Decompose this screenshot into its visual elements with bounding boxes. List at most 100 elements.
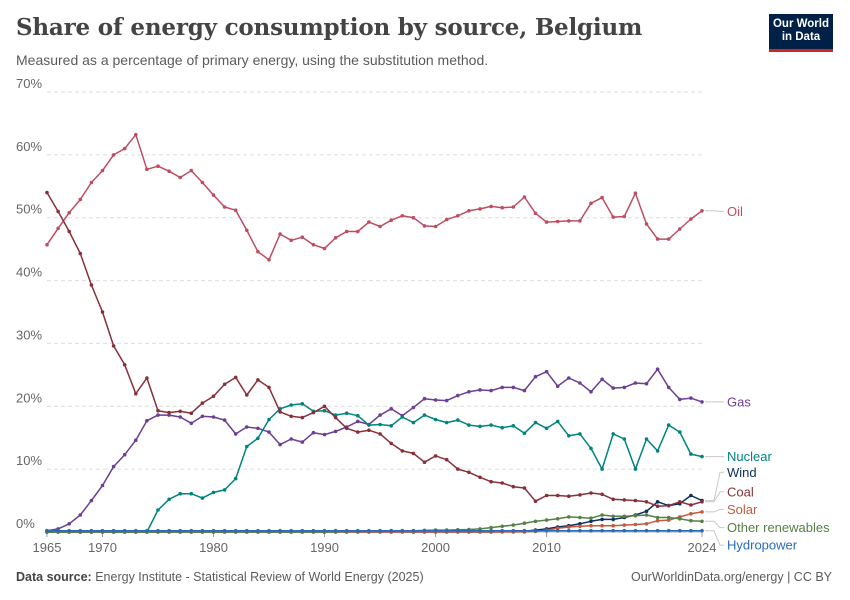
hydropower-point[interactable] [389,528,394,533]
wind-label[interactable]: Wind [727,465,757,480]
coal-point[interactable] [167,410,171,415]
oil-point[interactable] [422,224,427,228]
oil-point[interactable] [111,153,116,157]
oil-point[interactable] [211,193,216,197]
nuclear-point[interactable] [511,424,516,428]
hydropower-point[interactable] [533,528,538,533]
gas-point[interactable] [689,396,693,400]
nuclear-point[interactable] [544,426,549,431]
solar-point[interactable] [633,522,638,527]
gas-point[interactable] [644,381,649,386]
oil-point[interactable] [289,238,294,243]
hydropower-point[interactable] [122,528,127,533]
coal-point[interactable] [689,503,693,507]
hydropower-label[interactable]: Hydropower [727,538,798,553]
oil-point[interactable] [511,205,516,209]
oil-point[interactable] [245,228,249,233]
other-renewables-point[interactable] [611,514,615,519]
nuclear-point[interactable] [655,449,660,453]
nuclear-point[interactable] [389,424,394,428]
nuclear-point[interactable] [211,490,216,495]
coal-point[interactable] [644,500,649,504]
wind-point[interactable] [578,522,582,526]
oil-point[interactable] [689,217,693,221]
hydropower-point[interactable] [622,528,627,533]
coal-point[interactable] [233,375,238,380]
hydropower-point[interactable] [356,528,360,533]
oil-point[interactable] [378,224,382,229]
hydropower-point[interactable] [678,528,682,533]
coal-point[interactable] [655,504,660,509]
nuclear-point[interactable] [411,420,416,425]
nuclear-point[interactable] [467,423,471,427]
nuclear-point[interactable] [322,408,327,413]
coal-point[interactable] [344,426,349,431]
gas-point[interactable] [533,374,538,379]
solar-label[interactable]: Solar [727,502,758,517]
hydropower-point[interactable] [267,528,271,533]
other-renewables-point[interactable] [522,521,527,525]
oil-point[interactable] [167,169,171,173]
oil-point[interactable] [178,175,182,180]
wind-line[interactable] [47,494,703,533]
hydropower-point[interactable] [233,528,238,533]
coal-point[interactable] [678,500,682,504]
hydropower-point[interactable] [200,528,205,533]
hydropower-point[interactable] [222,528,227,533]
hydropower-point[interactable] [67,528,71,533]
nuclear-point[interactable] [267,417,271,422]
nuclear-point[interactable] [666,423,671,427]
nuclear-label[interactable]: Nuclear [727,449,772,464]
coal-point[interactable] [89,283,94,287]
coal-point[interactable] [600,492,604,497]
gas-point[interactable] [167,413,171,417]
coal-point[interactable] [333,415,338,420]
nuclear-point[interactable] [378,422,382,427]
gas-point[interactable] [700,400,704,404]
other-renewables-point[interactable] [633,513,638,518]
other-renewables-point[interactable] [533,519,538,524]
solar-point[interactable] [700,510,704,514]
gas-point[interactable] [666,385,671,390]
other-renewables-point[interactable] [567,515,571,519]
coal-point[interactable] [567,494,571,499]
other-renewables-point[interactable] [655,515,660,520]
gas-point[interactable] [278,442,282,447]
gas-point[interactable] [333,429,338,434]
gas-point[interactable] [633,381,638,385]
hydropower-point[interactable] [367,528,371,533]
oil-point[interactable] [655,237,660,241]
nuclear-point[interactable] [644,437,649,441]
coal-point[interactable] [211,394,216,399]
hydropower-point[interactable] [589,528,593,533]
nuclear-point[interactable] [300,402,305,406]
hydropower-point[interactable] [167,528,171,533]
oil-point[interactable] [256,249,260,254]
gas-point[interactable] [222,418,227,422]
oil-point[interactable] [644,222,649,226]
gas-point[interactable] [89,498,94,503]
other-renewables-point[interactable] [689,518,693,523]
oil-point[interactable] [100,168,105,173]
hydropower-point[interactable] [89,528,94,533]
coal-point[interactable] [533,499,538,504]
gas-point[interactable] [189,421,194,426]
coal-point[interactable] [111,344,116,348]
gas-point[interactable] [567,376,571,380]
coal-point[interactable] [433,454,438,458]
nuclear-point[interactable] [456,418,460,422]
gas-label[interactable]: Gas [727,394,751,409]
oil-point[interactable] [400,214,405,218]
gas-point[interactable] [211,415,216,419]
gas-point[interactable] [267,430,271,434]
solar-point[interactable] [589,523,593,528]
other-renewables-point[interactable] [600,513,604,517]
gas-point[interactable] [289,437,294,441]
gas-point[interactable] [433,398,438,402]
hydropower-point[interactable] [300,528,305,533]
oil-point[interactable] [567,219,571,223]
hydropower-point[interactable] [456,528,460,533]
hydropower-point[interactable] [56,528,60,533]
hydropower-point[interactable] [567,528,571,533]
gas-point[interactable] [178,415,182,419]
